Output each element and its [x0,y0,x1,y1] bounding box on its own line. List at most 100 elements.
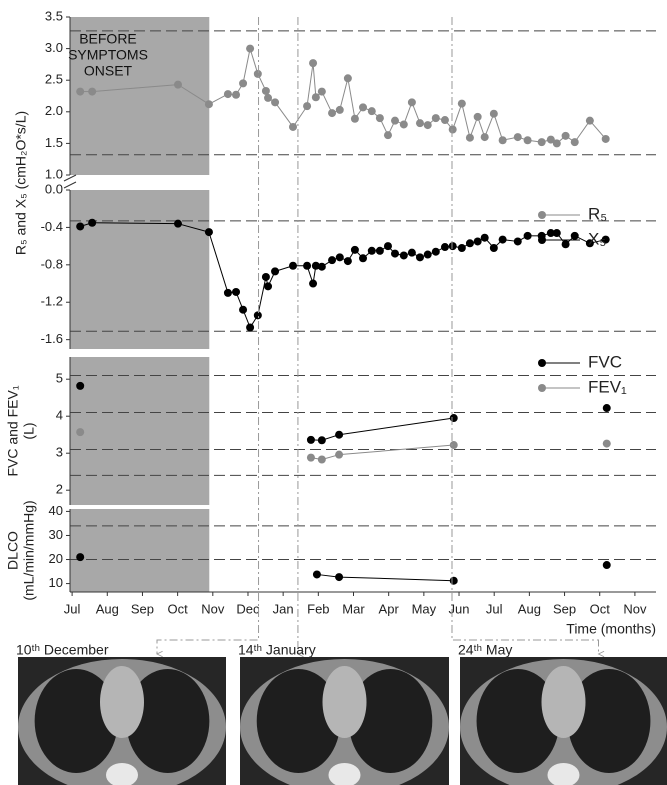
data-point [449,242,457,250]
data-point [254,311,262,319]
x-tick-label: Oct [168,601,189,616]
data-point [499,236,507,244]
y-tick-label: 30 [49,527,63,542]
data-point [344,74,352,82]
series-segment [339,445,454,455]
x-tick-label: Aug [96,601,119,616]
series-segment [243,49,250,84]
data-point [553,139,561,147]
data-point [408,98,416,106]
annotation: BEFORE [79,31,137,47]
legend-marker [538,359,546,367]
data-point [458,100,466,108]
data-point [205,100,213,108]
y-tick-label: -0.8 [41,256,63,271]
data-point [553,229,561,237]
series-segment [339,418,454,435]
data-point [514,237,522,245]
data-point [450,441,458,449]
data-point [538,138,546,146]
legend-marker [538,384,546,392]
pre-onset-shade [70,509,209,592]
data-point [562,240,570,248]
series-segment [275,102,293,127]
y-tick-label: 4 [56,408,63,423]
data-point [571,138,579,146]
data-point [441,243,449,251]
data-point [264,282,272,290]
data-point [424,251,432,259]
x-tick-label: Jan [273,601,294,616]
data-point [400,251,408,259]
data-point [408,249,416,257]
data-point [391,250,399,258]
y-tick-label: 1.5 [45,135,63,150]
data-point [603,404,611,412]
x-tick-label: Jul [486,601,503,616]
x-tick-label: Apr [379,601,400,616]
data-point [481,133,489,141]
legend-marker [538,211,546,219]
y-axis-title: R₅ and X₅ (cmH₂O*s/L) [13,111,29,255]
data-point [391,117,399,125]
data-point [474,237,482,245]
data-point [313,570,321,578]
series-segment [462,104,470,138]
data-point [264,94,272,102]
data-point [309,59,317,67]
y-tick-label: 3.0 [45,40,63,55]
data-point [449,125,457,133]
y-tick-label: -0.4 [41,219,63,234]
data-point [416,253,424,261]
data-point [359,254,367,262]
series-segment [494,114,503,141]
data-point [239,79,247,87]
data-point [344,257,352,265]
x-tick-label: Jul [64,601,81,616]
data-point [514,133,522,141]
image-label: 24ᵗʰ May [458,642,512,658]
y-axis-title: FVC and FEV₁ [5,385,21,476]
data-point [424,121,432,129]
data-point [490,244,498,252]
data-point [466,239,474,247]
data-point [335,451,343,459]
data-point [232,288,240,296]
y-tick-label: 3 [56,445,63,460]
x-axis-title: Time (months) [566,621,656,637]
data-point [224,289,232,297]
ct-mediastinum [542,666,586,738]
series-segment [209,232,228,293]
data-point [450,577,458,585]
pre-onset-shade [70,357,209,505]
data-point [441,116,449,124]
data-point [174,81,182,89]
x-tick-label: Oct [590,601,611,616]
data-point [458,244,466,252]
data-point [603,440,611,448]
x-tick-label: Nov [623,601,647,616]
legend-label: FEV₁ [588,377,627,396]
date-marker-line [452,17,599,654]
data-point [224,90,232,98]
data-point [351,115,359,123]
data-point [232,91,240,99]
x-tick-label: Sep [553,601,576,616]
data-point [481,234,489,242]
data-point [289,262,297,270]
data-point [376,247,384,255]
data-point [303,102,311,110]
data-point [318,455,326,463]
data-point [205,228,213,236]
data-point [376,114,384,122]
data-point [474,113,482,121]
data-point [466,134,474,142]
data-point [76,88,84,96]
data-point [368,247,376,255]
data-point [336,253,344,261]
data-point [271,98,279,106]
data-point [562,132,570,140]
axis-break [64,175,76,181]
figure: 3.53.02.52.01.51.0R₅ and X₅ (cmH₂O*s/L)B… [0,0,667,785]
y-tick-label: 10 [49,575,63,590]
